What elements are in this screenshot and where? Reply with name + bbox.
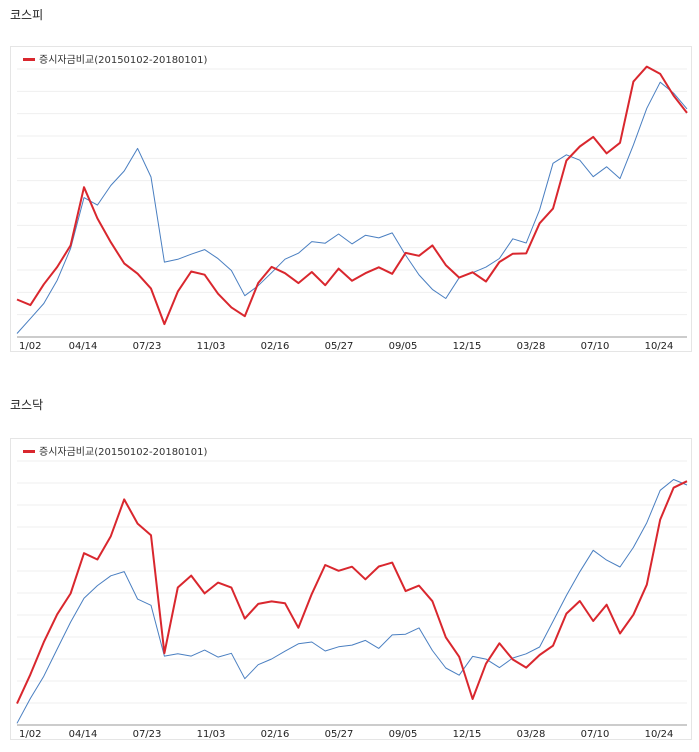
x-tick-label: 1/02 <box>19 729 41 739</box>
x-tick-label: 07/23 <box>133 729 162 739</box>
legend-label: 증시자금비교(20150102-20180101) <box>39 54 208 66</box>
x-tick-label: 11/03 <box>197 341 226 351</box>
x-tick-label: 02/16 <box>261 729 290 739</box>
x-tick-label: 09/05 <box>389 341 418 351</box>
x-tick-label: 09/05 <box>389 729 418 739</box>
x-tick-label: 03/28 <box>517 729 546 739</box>
kosdaq-chart-svg: 1/02 04/14 07/23 11/03 02/16 05/27 09/05 12/15 0… <box>16 446 688 739</box>
x-tick-label: 05/27 <box>325 729 354 739</box>
x-tick-label: 10/24 <box>645 341 674 351</box>
fund-series-line <box>16 480 688 705</box>
kospi-chart-svg: 1/02 04/14 07/23 11/03 02/16 05/27 09/05 12/15 0… <box>16 54 688 351</box>
kospi-chart: 1/02 04/14 07/23 11/03 02/16 05/27 09/05 12/15 0… <box>10 46 692 352</box>
fund-series-line <box>16 65 688 326</box>
x-tick-label: 05/27 <box>325 341 354 351</box>
legend-swatch <box>23 450 35 453</box>
x-tick-label: 04/14 <box>69 729 98 739</box>
kospi-title: 코스피 <box>10 8 44 22</box>
x-tick-label: 07/10 <box>581 729 610 739</box>
x-tick-label: 02/16 <box>261 341 290 351</box>
legend-swatch <box>23 58 35 61</box>
x-tick-label: 11/03 <box>197 729 226 739</box>
x-tick-label: 12/15 <box>453 729 482 739</box>
x-tick-label: 10/24 <box>645 729 674 739</box>
x-tick-label: 04/14 <box>69 341 98 351</box>
x-tick-label: 12/15 <box>453 341 482 351</box>
index-series-line <box>16 81 688 334</box>
x-tick-label: 1/02 <box>19 341 41 351</box>
x-tick-label: 03/28 <box>517 341 546 351</box>
kosdaq-chart: 1/02 04/14 07/23 11/03 02/16 05/27 09/05 12/15 0… <box>10 438 692 740</box>
legend-label: 증시자금비교(20150102-20180101) <box>39 446 208 458</box>
x-tick-label: 07/23 <box>133 341 162 351</box>
index-series-line <box>16 479 688 724</box>
kosdaq-title: 코스닥 <box>10 398 44 412</box>
x-tick-label: 07/10 <box>581 341 610 351</box>
